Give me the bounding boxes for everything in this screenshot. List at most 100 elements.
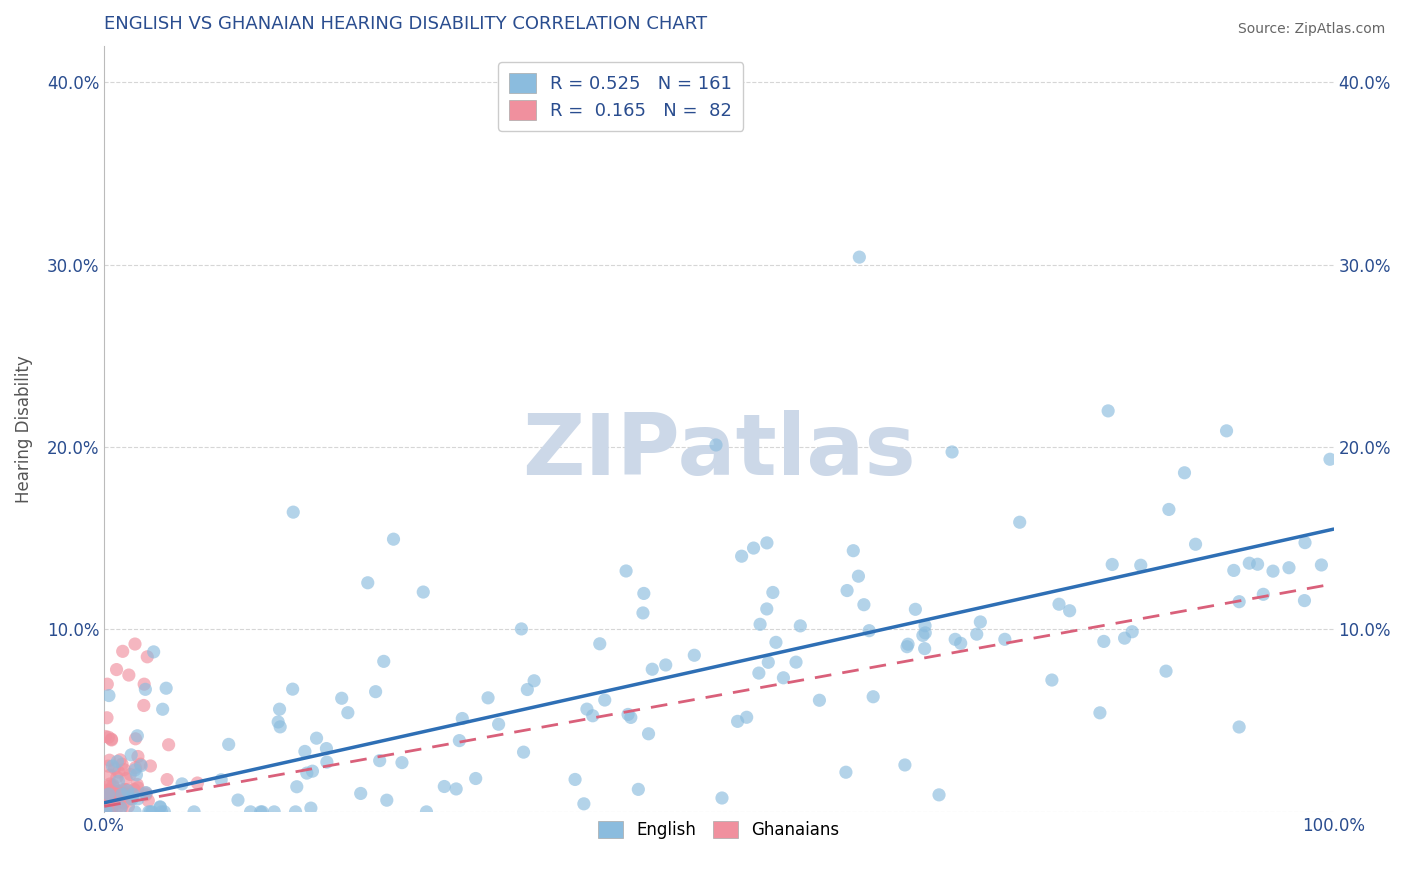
Point bbox=[1246, 558, 1268, 572]
Point bbox=[617, 707, 640, 722]
Point bbox=[135, 786, 157, 800]
Point bbox=[756, 655, 779, 669]
Point bbox=[1040, 673, 1063, 687]
Point bbox=[283, 505, 305, 519]
Point bbox=[127, 777, 149, 791]
Point bbox=[896, 640, 918, 654]
Point bbox=[305, 731, 328, 746]
Point bbox=[364, 684, 387, 698]
Point bbox=[966, 627, 988, 641]
Point bbox=[139, 759, 162, 773]
Point bbox=[107, 774, 129, 789]
Point bbox=[120, 791, 142, 805]
Point bbox=[249, 805, 271, 819]
Point bbox=[785, 655, 807, 669]
Point bbox=[772, 671, 794, 685]
Point bbox=[969, 615, 991, 629]
Point bbox=[98, 753, 121, 767]
Text: ZIPatlas: ZIPatlas bbox=[522, 410, 915, 493]
Point bbox=[124, 763, 146, 777]
Point bbox=[98, 789, 121, 803]
Point bbox=[301, 764, 323, 779]
Point bbox=[510, 622, 533, 636]
Point bbox=[911, 628, 934, 642]
Point bbox=[170, 777, 193, 791]
Point bbox=[382, 532, 405, 546]
Point bbox=[100, 733, 122, 747]
Point bbox=[125, 768, 148, 782]
Point bbox=[97, 759, 120, 773]
Point bbox=[110, 801, 132, 815]
Point bbox=[765, 635, 787, 649]
Point bbox=[848, 250, 870, 264]
Point bbox=[350, 787, 373, 801]
Point bbox=[150, 805, 173, 819]
Point bbox=[101, 801, 124, 815]
Point bbox=[704, 438, 727, 452]
Point bbox=[100, 797, 122, 811]
Point bbox=[852, 598, 875, 612]
Point bbox=[928, 788, 950, 802]
Point bbox=[127, 729, 149, 743]
Point bbox=[1157, 502, 1180, 516]
Point bbox=[129, 757, 152, 772]
Point bbox=[127, 792, 149, 806]
Point bbox=[96, 797, 118, 811]
Point bbox=[281, 682, 304, 697]
Point bbox=[1294, 535, 1316, 549]
Point bbox=[97, 789, 120, 804]
Point bbox=[112, 796, 135, 810]
Point bbox=[104, 761, 127, 775]
Point bbox=[294, 744, 316, 758]
Point bbox=[755, 536, 778, 550]
Point bbox=[1261, 564, 1284, 578]
Point bbox=[121, 789, 143, 804]
Point bbox=[120, 747, 142, 762]
Point bbox=[94, 804, 117, 818]
Point bbox=[627, 782, 650, 797]
Point bbox=[112, 763, 135, 777]
Point bbox=[132, 698, 155, 713]
Point bbox=[111, 644, 134, 658]
Point bbox=[433, 780, 456, 794]
Point bbox=[139, 805, 162, 819]
Point bbox=[105, 803, 128, 817]
Point bbox=[730, 549, 752, 564]
Point bbox=[914, 641, 936, 656]
Point bbox=[98, 792, 121, 806]
Point bbox=[284, 805, 307, 819]
Point bbox=[631, 606, 654, 620]
Point bbox=[315, 755, 337, 769]
Point bbox=[226, 793, 249, 807]
Point bbox=[1129, 558, 1152, 573]
Point bbox=[105, 770, 128, 784]
Point bbox=[97, 805, 120, 819]
Point bbox=[110, 792, 132, 806]
Point bbox=[582, 708, 605, 723]
Point bbox=[357, 575, 380, 590]
Point bbox=[748, 666, 770, 681]
Point bbox=[94, 803, 117, 817]
Point bbox=[115, 772, 138, 786]
Point bbox=[412, 585, 434, 599]
Point bbox=[124, 637, 146, 651]
Point bbox=[105, 755, 128, 769]
Point bbox=[572, 797, 595, 811]
Point bbox=[103, 789, 125, 804]
Point bbox=[269, 702, 291, 716]
Point bbox=[641, 662, 664, 676]
Point bbox=[808, 693, 831, 707]
Point bbox=[118, 668, 141, 682]
Point bbox=[633, 586, 655, 600]
Point bbox=[127, 749, 149, 764]
Point bbox=[101, 789, 124, 804]
Point bbox=[755, 602, 778, 616]
Point bbox=[152, 702, 174, 716]
Point bbox=[96, 677, 118, 691]
Point bbox=[943, 632, 966, 647]
Point bbox=[711, 791, 734, 805]
Point bbox=[121, 792, 143, 806]
Point bbox=[735, 710, 758, 724]
Point bbox=[153, 805, 176, 819]
Point bbox=[101, 759, 124, 773]
